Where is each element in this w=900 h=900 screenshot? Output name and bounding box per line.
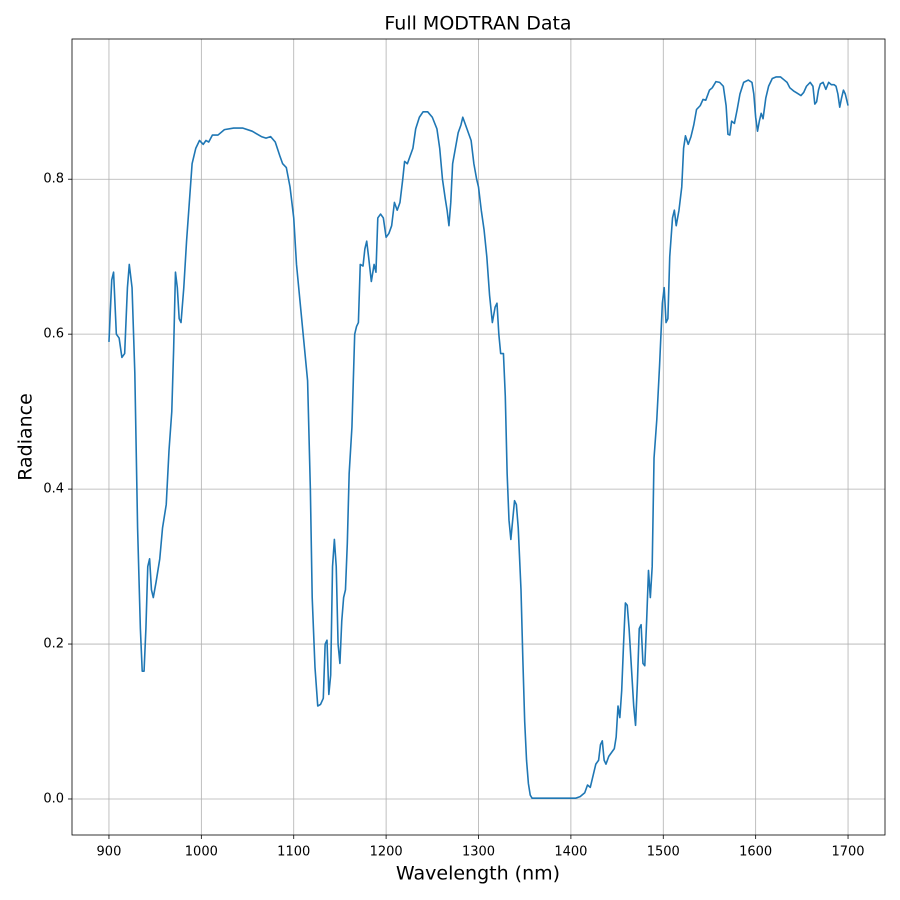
x-tick-label: 1100 — [277, 845, 310, 860]
data-line — [108, 76, 849, 799]
x-tick-label: 1400 — [554, 845, 587, 860]
plot-frame — [71, 38, 886, 836]
x-tick-label: 1700 — [831, 845, 864, 860]
x-tick-label: 1000 — [185, 845, 218, 860]
y-tick-label: 0.6 — [43, 327, 64, 342]
x-axis-label: Wavelength (nm) — [396, 863, 560, 885]
chart-title: Full MODTRAN Data — [384, 13, 571, 35]
y-tick-label: 0.2 — [43, 637, 64, 652]
x-tick-label: 1200 — [370, 845, 403, 860]
x-tick-label: 1300 — [462, 845, 495, 860]
x-tick-label: 900 — [97, 845, 122, 860]
y-tick-label: 0.0 — [43, 791, 64, 806]
y-tick-label: 0.4 — [43, 482, 64, 497]
x-tick-label: 1600 — [739, 845, 772, 860]
y-tick-label: 0.8 — [43, 172, 64, 187]
x-tick-label: 1500 — [647, 845, 680, 860]
y-axis-label: Radiance — [15, 393, 37, 481]
